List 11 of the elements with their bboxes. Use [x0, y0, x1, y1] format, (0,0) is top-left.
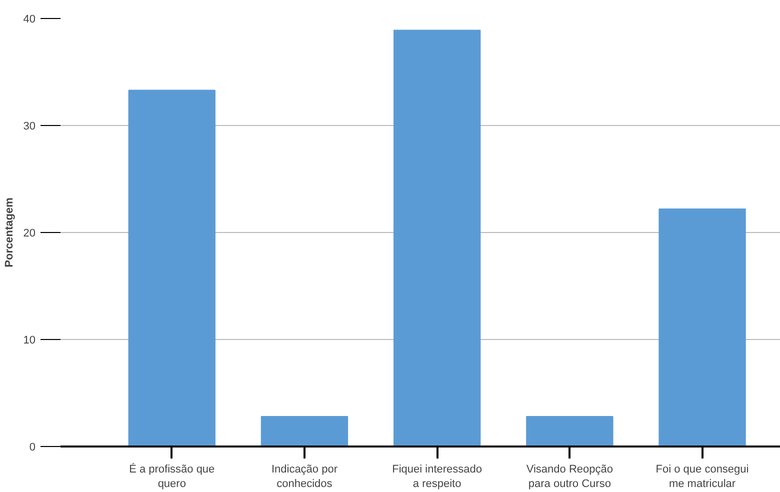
y-tick-label: 30: [23, 120, 36, 132]
y-tick-label: 40: [23, 14, 36, 26]
x-tick-label: É a profissão que quero: [129, 462, 215, 490]
y-tick-label: 0: [29, 442, 36, 454]
x-tick-label: Foi o que consegui me matricular: [656, 464, 749, 490]
x-tick-label: Fiquei interessado a respeito: [392, 464, 482, 490]
y-tick-label: 10: [23, 334, 36, 346]
x-tick-label: Visando Reopção para outro Curso: [526, 464, 614, 490]
y-axis-title: Porcentagem: [3, 197, 16, 268]
x-tick-label: Indicação por conhecidos: [271, 464, 338, 490]
y-tick-label: 20: [23, 228, 36, 240]
